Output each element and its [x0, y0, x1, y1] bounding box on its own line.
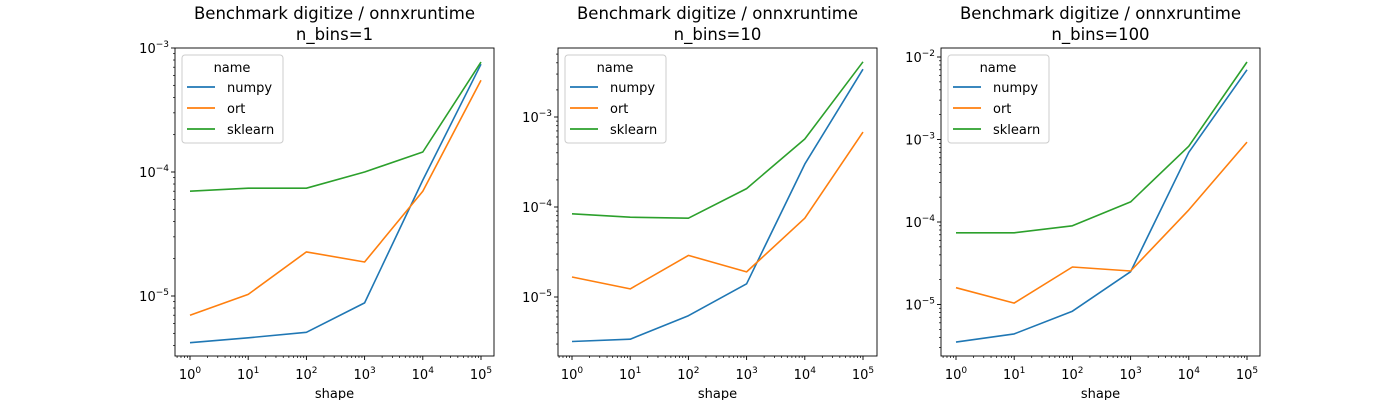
y-tick-label: 10−4 — [139, 164, 169, 181]
x-tick-label: 105 — [1236, 366, 1258, 383]
legend-label-numpy: numpy — [610, 81, 655, 96]
plot-area — [955, 61, 1248, 343]
legend-label-numpy: numpy — [993, 81, 1038, 96]
y-tick-label: 10−2 — [905, 49, 935, 66]
series-line-numpy — [189, 63, 482, 344]
x-tick-label: 100 — [945, 366, 968, 383]
x-tick-label: 103 — [1119, 366, 1141, 383]
x-tick-label: 104 — [794, 366, 817, 383]
series-line-sklearn — [956, 61, 1248, 234]
plot-area — [189, 61, 482, 344]
x-tick-label: 102 — [677, 366, 699, 383]
subplot-1: Benchmark digitize / onnxruntime n_bins=1… — [139, 4, 495, 400]
x-axis-label: shape — [1081, 387, 1120, 400]
y-tick-label: 10−4 — [905, 214, 935, 231]
subplot-2: Benchmark digitize / onnxruntime n_bins=1… — [522, 4, 878, 400]
x-tick-label: 103 — [353, 366, 375, 383]
y-tick-label: 10−3 — [139, 40, 169, 57]
axes-frame — [557, 47, 878, 357]
series-line-numpy — [955, 69, 1248, 343]
x-axis-label: shape — [698, 387, 737, 400]
x-axis: 100 101 102 103 104 105 shape — [942, 356, 1258, 400]
x-tick-label: 103 — [735, 366, 757, 383]
legend-title: name — [980, 61, 1017, 76]
subplot-3: Benchmark digitize / onnxruntime n_bins=1… — [905, 4, 1261, 400]
y-axis: 10−5 10−4 10−3 — [522, 53, 558, 345]
chart-subtitle: n_bins=1 — [296, 25, 373, 45]
y-axis: 10−5 10−4 10−3 — [139, 40, 175, 346]
y-tick-label: 10−5 — [139, 288, 169, 305]
chart-title: Benchmark digitize / onnxruntime — [577, 4, 858, 23]
x-axis: 100 101 102 103 104 105 shape — [558, 356, 874, 400]
legend-box — [947, 54, 1050, 144]
x-tick-label: 100 — [561, 366, 584, 383]
legend-label-sklearn: sklearn — [610, 123, 657, 138]
legend-box — [181, 54, 284, 144]
legend-label-sklearn: sklearn — [227, 123, 274, 138]
y-tick-label: 10−3 — [522, 109, 552, 126]
x-tick-label: 102 — [1061, 366, 1083, 383]
x-tick-label: 104 — [1178, 366, 1201, 383]
legend-label-numpy: numpy — [227, 81, 272, 96]
x-tick-label: 104 — [412, 366, 435, 383]
x-tick-label: 101 — [237, 366, 259, 383]
y-tick-label: 10−5 — [905, 297, 935, 314]
legend-title: name — [597, 61, 634, 76]
y-tick-label: 10−5 — [522, 289, 552, 306]
chart-title: Benchmark digitize / onnxruntime — [194, 4, 475, 23]
legend-label-sklearn: sklearn — [993, 123, 1040, 138]
plot-area — [571, 61, 864, 343]
legend: name numpy ort sklearn — [181, 54, 284, 144]
legend-label-ort: ort — [993, 102, 1011, 117]
legend: name numpy ort sklearn — [947, 54, 1050, 144]
x-axis-label: shape — [315, 387, 354, 400]
x-tick-label: 100 — [179, 366, 202, 383]
x-tick-label: 101 — [619, 366, 641, 383]
x-tick-label: 102 — [295, 366, 317, 383]
x-axis: 100 101 102 103 104 105 shape — [176, 356, 492, 400]
series-line-numpy — [571, 68, 864, 343]
y-tick-label: 10−4 — [522, 199, 552, 216]
chart-subtitle: n_bins=100 — [1051, 25, 1149, 45]
x-tick-label: 105 — [470, 366, 492, 383]
series-line-ort — [571, 131, 864, 290]
x-tick-label: 101 — [1003, 366, 1025, 383]
series-line-sklearn — [571, 61, 864, 219]
legend-title: name — [214, 61, 251, 76]
legend-label-ort: ort — [227, 102, 245, 117]
y-tick-label: 10−3 — [905, 132, 935, 149]
legend-label-ort: ort — [610, 102, 628, 117]
chart-subtitle: n_bins=10 — [674, 25, 762, 45]
x-tick-label: 105 — [852, 366, 874, 383]
legend: name numpy ort sklearn — [564, 54, 667, 144]
series-line-ort — [955, 141, 1248, 304]
chart-title: Benchmark digitize / onnxruntime — [960, 4, 1241, 23]
series-line-ort — [189, 79, 482, 316]
legend-box — [564, 54, 667, 144]
series-line-sklearn — [189, 61, 482, 192]
y-axis: 10−5 10−4 10−3 10−2 — [905, 49, 941, 348]
